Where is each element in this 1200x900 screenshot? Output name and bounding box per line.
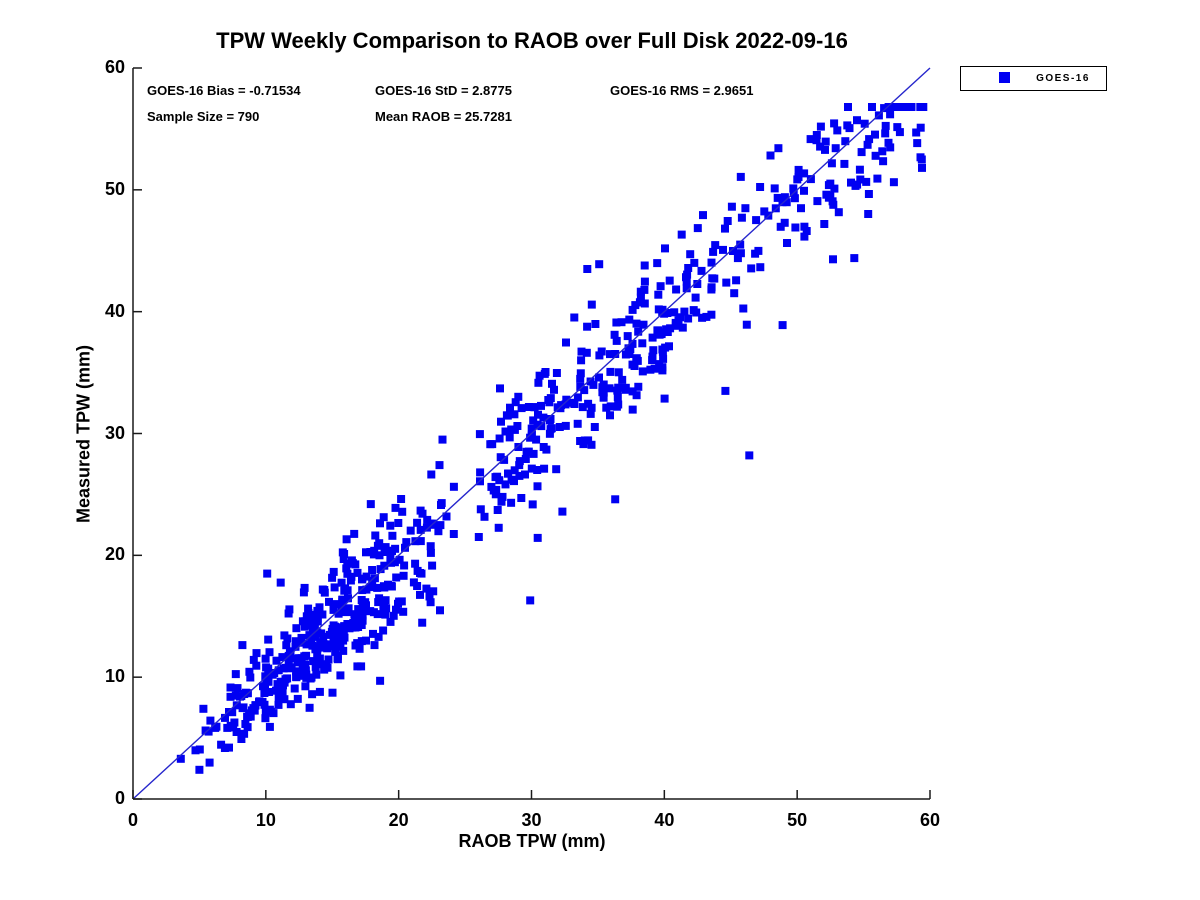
y-axis-label: Measured TPW (mm) — [73, 344, 94, 524]
x-axis-label: RAOB TPW (mm) — [458, 831, 606, 851]
y-tick-label: 0 — [114, 788, 125, 808]
y-tick-label: 40 — [104, 300, 125, 321]
stat-mean-raob: Mean RAOB = 25.7281 — [375, 109, 512, 124]
chart-title: TPW Weekly Comparison to RAOB over Full … — [216, 28, 848, 53]
x-tick-label: 30 — [521, 810, 542, 830]
y-tick-label: 10 — [104, 666, 125, 687]
legend-marker-square-icon — [999, 72, 1010, 83]
y-tick-label: 30 — [104, 422, 125, 443]
y-tick-label: 60 — [104, 57, 125, 77]
axes — [132, 67, 931, 800]
x-tick-label: 10 — [255, 810, 276, 830]
y-tick-label: 50 — [104, 178, 125, 199]
x-tick-label: 20 — [388, 810, 409, 830]
x-tick-label: 0 — [127, 810, 138, 830]
y-tick-label: 20 — [104, 544, 125, 565]
stat-std: GOES-16 StD = 2.8775 — [375, 83, 512, 98]
x-tick-label: 40 — [654, 810, 675, 830]
one-to-one-line — [132, 67, 931, 800]
stat-bias: GOES-16 Bias = -0.71534 — [147, 83, 301, 98]
legend-label-goes16: GOES-16 — [1036, 73, 1090, 84]
x-tick-label: 50 — [787, 810, 808, 830]
legend-box: GOES-16 — [960, 66, 1107, 91]
stat-rms: GOES-16 RMS = 2.9651 — [610, 83, 754, 98]
stat-sample-size: Sample Size = 790 — [147, 109, 260, 124]
x-tick-label: 60 — [919, 810, 941, 830]
scatter-points — [176, 103, 928, 774]
